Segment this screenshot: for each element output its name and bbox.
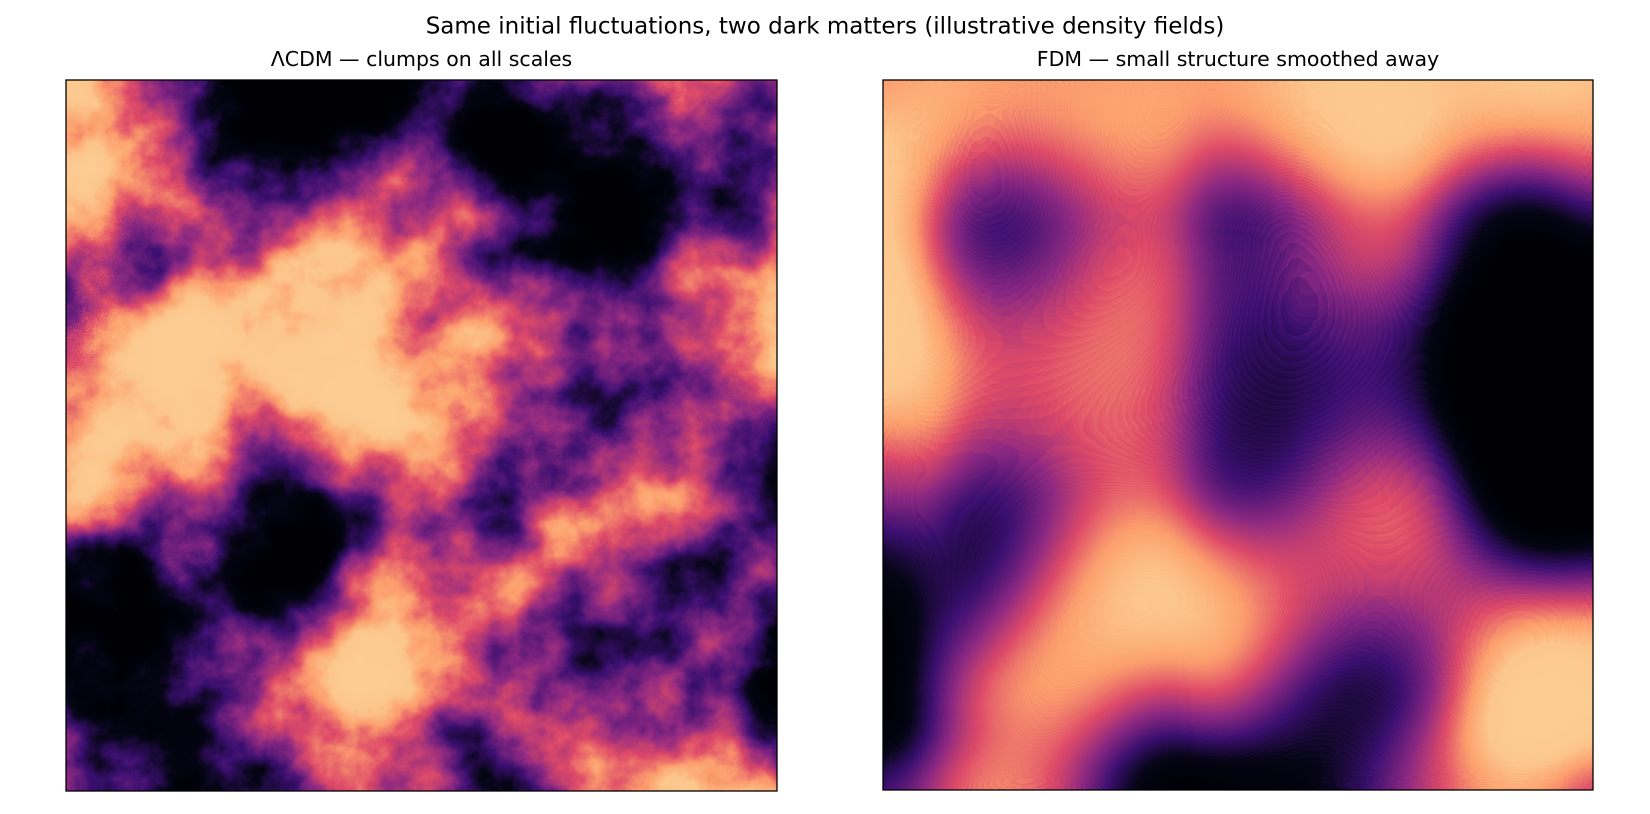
- panel-frame: [882, 79, 1594, 791]
- panel-frame: [65, 79, 778, 792]
- density-image: [66, 80, 777, 791]
- panel-title: FDM — small structure smoothed away: [1037, 47, 1439, 71]
- density-image: [883, 80, 1593, 790]
- figure-title: Same initial fluctuations, two dark matt…: [426, 14, 1225, 40]
- panel-title: ΛCDM — clumps on all scales: [271, 47, 573, 71]
